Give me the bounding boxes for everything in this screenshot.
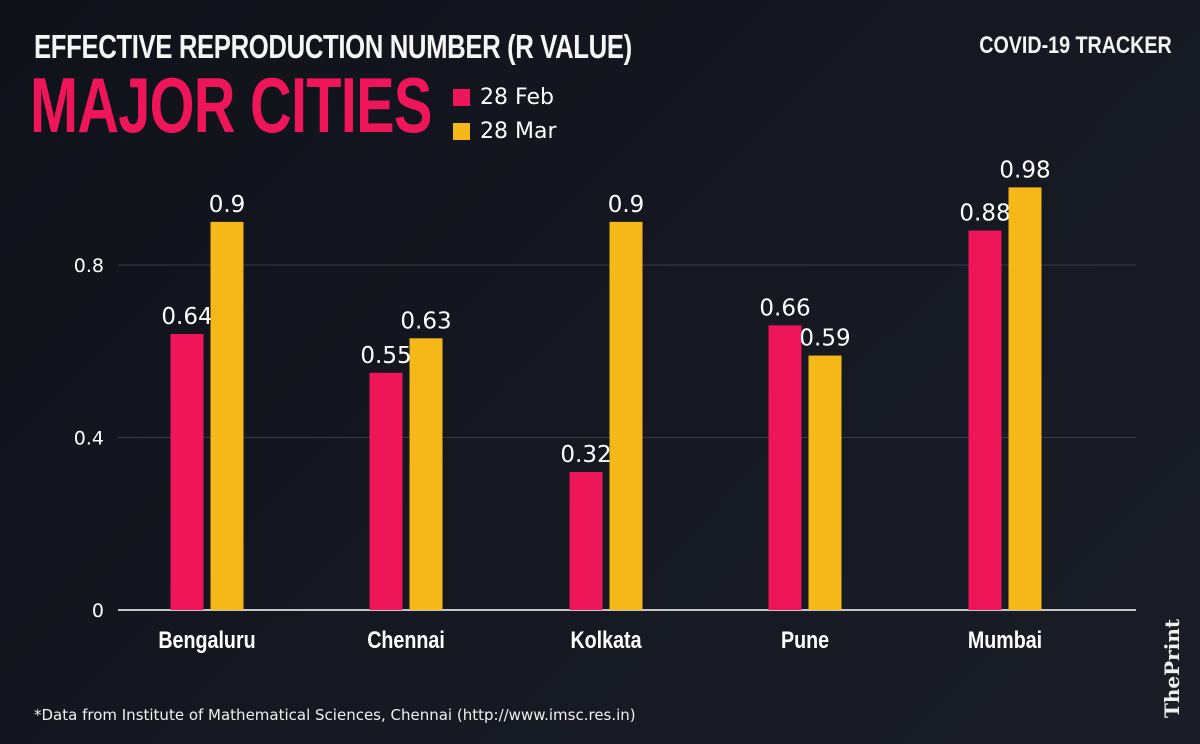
bar-28-feb bbox=[170, 334, 204, 610]
data-label: 0.55 bbox=[360, 343, 411, 369]
x-tick-label: Bengaluru bbox=[158, 626, 255, 653]
legend: 28 Feb 28 Mar bbox=[453, 80, 557, 148]
data-label: 0.98 bbox=[999, 157, 1050, 183]
bar-28-feb bbox=[768, 325, 802, 610]
data-label: 0.88 bbox=[959, 201, 1010, 227]
bar-28-mar bbox=[210, 221, 244, 610]
legend-label-mar: 28 Mar bbox=[480, 118, 557, 144]
data-label: 0.32 bbox=[560, 442, 611, 468]
data-label: 0.63 bbox=[400, 308, 451, 334]
bar-28-feb bbox=[369, 372, 403, 610]
legend-item-mar: 28 Mar bbox=[453, 114, 557, 148]
bar-28-mar bbox=[609, 221, 643, 610]
data-label: 0.59 bbox=[799, 326, 850, 352]
bar-28-feb bbox=[968, 230, 1002, 610]
y-tick-label: 0.8 bbox=[74, 255, 104, 277]
bar-28-feb bbox=[569, 472, 603, 610]
y-tick-label: 0 bbox=[92, 600, 104, 622]
legend-item-feb: 28 Feb bbox=[453, 80, 557, 114]
chart-title: EFFECTIVE REPRODUCTION NUMBER (R VALUE) bbox=[34, 28, 632, 65]
bar-28-mar bbox=[1008, 187, 1042, 610]
legend-swatch-feb bbox=[453, 88, 470, 106]
x-tick-label: Kolkata bbox=[570, 626, 642, 653]
brand-logo: ThePrint bbox=[1160, 618, 1184, 718]
y-tick-label: 0.4 bbox=[74, 428, 104, 450]
x-tick-label: Mumbai bbox=[968, 626, 1042, 653]
bar-28-mar bbox=[409, 338, 443, 610]
legend-swatch-mar bbox=[453, 122, 470, 140]
tracker-label: COVID-19 TRACKER bbox=[979, 32, 1172, 59]
chart-subtitle: MAJOR CITIES bbox=[30, 61, 432, 149]
x-tick-label: Chennai bbox=[367, 626, 445, 653]
footnote: *Data from Institute of Mathematical Sci… bbox=[34, 706, 636, 724]
data-label: 0.9 bbox=[209, 192, 246, 218]
data-label: 0.64 bbox=[161, 304, 212, 330]
bar-28-mar bbox=[808, 355, 842, 610]
x-tick-label: Pune bbox=[781, 626, 829, 653]
legend-label-feb: 28 Feb bbox=[480, 84, 554, 110]
data-label: 0.66 bbox=[759, 295, 810, 321]
data-label: 0.9 bbox=[608, 192, 645, 218]
